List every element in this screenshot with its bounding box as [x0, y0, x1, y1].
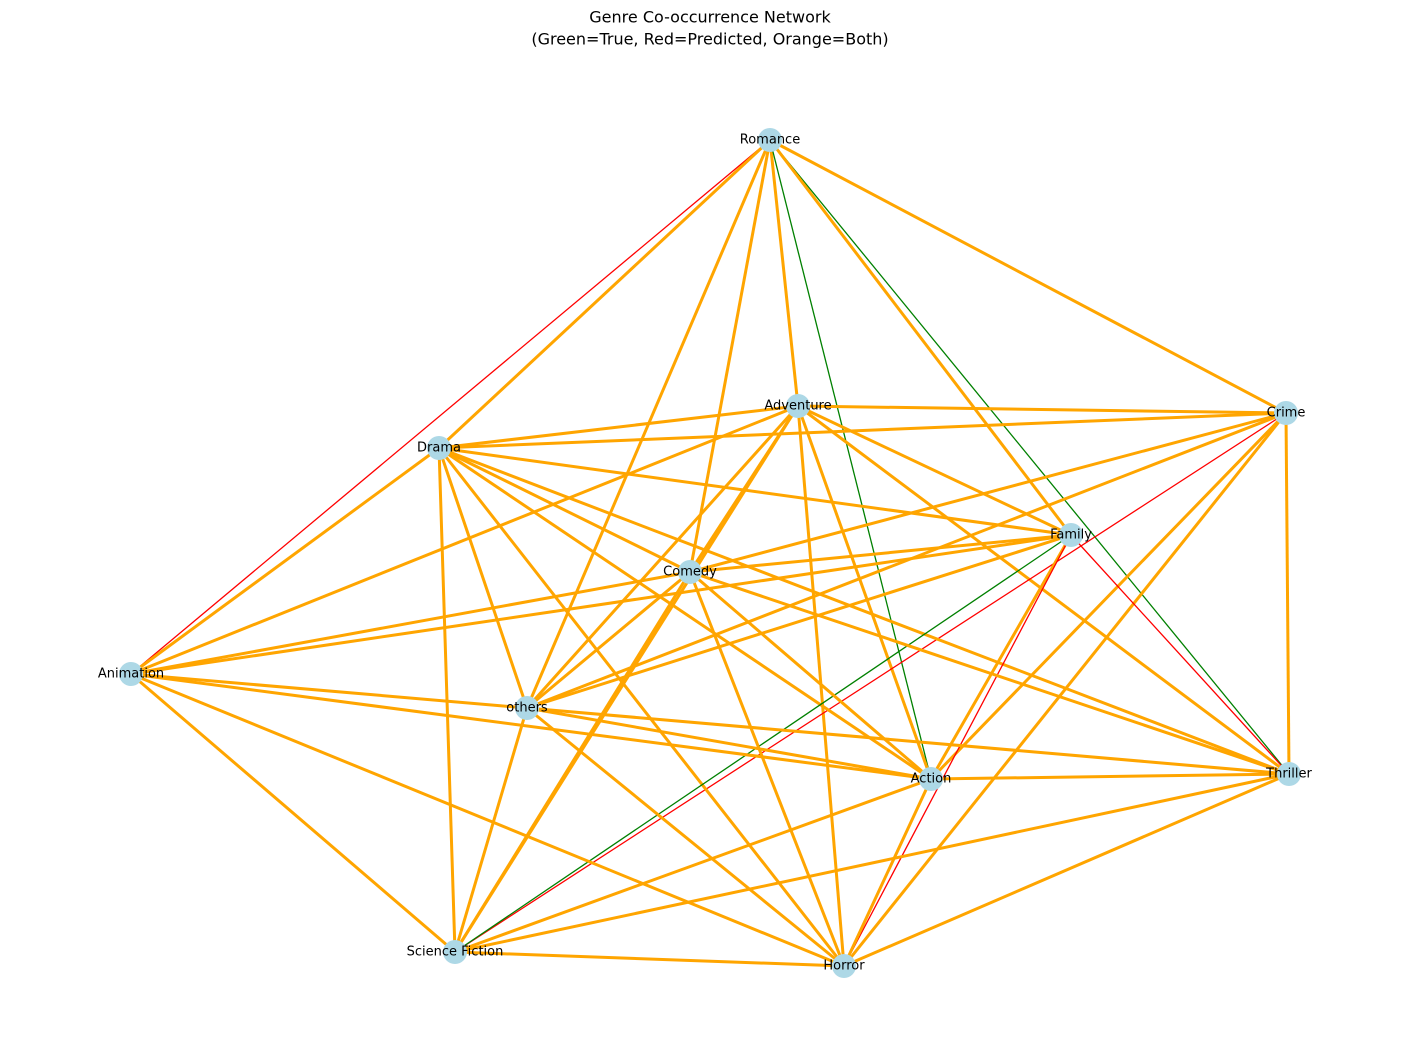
node-label: Family: [1050, 528, 1092, 543]
edge: [454, 534, 1072, 953]
node: [1277, 762, 1301, 786]
edge: [843, 772, 1290, 968]
edge: [526, 706, 932, 781]
node: [427, 436, 451, 460]
edge: [438, 446, 691, 574]
edge: [438, 404, 799, 450]
node-label: others: [506, 701, 548, 716]
node-label: Drama: [417, 441, 461, 456]
node: [758, 128, 782, 152]
node: [119, 662, 143, 686]
node-label: Thriller: [1265, 767, 1312, 782]
node-label: Adventure: [764, 399, 831, 414]
edge: [454, 772, 1290, 954]
edge: [437, 138, 772, 450]
edge: [768, 139, 800, 407]
edge: [130, 672, 932, 781]
node: [443, 940, 467, 964]
edge: [929, 534, 1073, 780]
edge: [130, 404, 799, 676]
edge: [438, 446, 932, 781]
edge: [1284, 412, 1291, 775]
edge: [130, 672, 845, 968]
node-label: Crime: [1267, 406, 1306, 421]
node-label: Comedy: [663, 565, 717, 580]
edge: [130, 672, 456, 954]
edge: [769, 139, 932, 780]
edge: [769, 139, 1290, 775]
edge: [526, 570, 691, 710]
edge: [438, 446, 1072, 537]
node-label: Science Fiction: [407, 945, 504, 960]
edge: [130, 139, 771, 675]
title-line: (Green=True, Red=Predicted, Orange=Both): [531, 30, 888, 49]
node-label: Animation: [98, 667, 164, 682]
node: [832, 954, 856, 978]
edge: [454, 950, 845, 968]
edge: [689, 570, 932, 781]
edge: [769, 138, 1287, 415]
edge: [438, 411, 1287, 450]
edge: [438, 446, 1290, 776]
node-label: Romance: [740, 133, 800, 148]
node-label: Horror: [823, 959, 865, 974]
node: [515, 696, 539, 720]
edge: [688, 139, 772, 573]
edge: [130, 672, 528, 710]
edge: [437, 447, 529, 709]
edge: [688, 571, 846, 967]
edge: [453, 571, 692, 953]
node: [1059, 523, 1083, 547]
edge: [797, 404, 1287, 415]
node: [786, 394, 810, 418]
edge: [843, 534, 1072, 967]
edge: [1070, 534, 1290, 775]
title-line: Genre Co-occurrence Network: [589, 8, 831, 27]
edge: [797, 404, 1290, 776]
edge: [689, 411, 1287, 574]
edge: [689, 533, 1072, 574]
node: [1274, 401, 1298, 425]
edge: [796, 405, 933, 780]
edge: [453, 707, 529, 953]
node-label: Action: [911, 772, 952, 787]
node: [919, 767, 943, 791]
edges: [130, 138, 1291, 968]
edge: [130, 533, 1072, 676]
edge: [930, 772, 1290, 781]
nodes: Romance Adventure Crime Drama Family Comedy An…: [98, 128, 1313, 978]
edge: [454, 777, 932, 954]
edge: [526, 533, 1072, 710]
edge: [526, 706, 1290, 776]
edge: [526, 706, 845, 968]
edge: [130, 446, 440, 676]
edge: [768, 139, 1073, 536]
edge: [130, 570, 691, 676]
edge: [689, 570, 1290, 776]
edge: [437, 447, 846, 967]
node: [678, 560, 702, 584]
edge: [929, 411, 1288, 781]
edge: [842, 778, 933, 967]
